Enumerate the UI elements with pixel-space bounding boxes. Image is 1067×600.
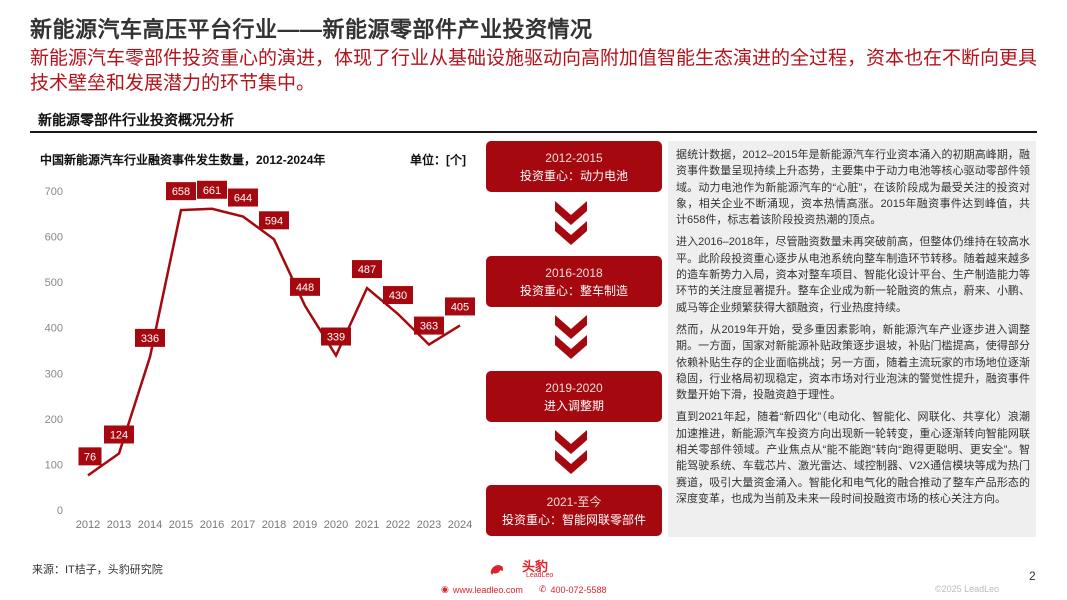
stage-focus: 投资重心：智能网联零部件 <box>501 512 646 527</box>
data-label-text: 124 <box>110 429 128 441</box>
section-heading: 新能源零部件行业投资概况分析 <box>38 112 234 128</box>
page-title: 新能源汽车高压平台行业——新能源零部件产业投资情况 <box>30 17 593 42</box>
x-tick-label: 2021 <box>355 519 379 531</box>
description-paragraph: 据统计数据，2012–2015年是新能源汽车行业资本涌入的初期高峰期，融资事件数… <box>676 149 1030 227</box>
y-tick-label: 100 <box>45 459 63 471</box>
stage-focus: 进入调整期 <box>543 398 604 413</box>
y-tick-label: 600 <box>45 232 63 244</box>
x-tick-label: 2013 <box>107 519 131 531</box>
data-label-box <box>259 211 289 230</box>
section-divider <box>30 131 1037 133</box>
data-label-text: 644 <box>234 193 252 205</box>
website-link[interactable]: www.leadleo.com <box>452 584 523 595</box>
data-label: 661 <box>197 180 227 199</box>
data-label-text: 76 <box>84 451 96 463</box>
data-label: 336 <box>135 328 165 347</box>
page-subtitle: 新能源汽车零部件投资重心的演进，体现了行业从基础设施驱动向高附加值智能生态演进的… <box>30 48 1038 94</box>
data-label-text: 448 <box>296 282 314 294</box>
description-paragraph: 然而，从2019年开始，受多重因素影响，新能源汽车产业逐步进入调整期。一方面，国… <box>676 323 1030 402</box>
data-label-text: 430 <box>389 290 407 302</box>
x-tick-label: 2022 <box>386 519 410 531</box>
data-label-text: 339 <box>327 332 345 344</box>
stage-period: 2012-2015 <box>545 150 603 165</box>
series-line <box>87 207 461 477</box>
data-label-text: 661 <box>203 185 221 197</box>
data-label-text: 363 <box>420 321 438 333</box>
data-label-text: 487 <box>358 264 376 276</box>
data-label-box <box>321 327 351 346</box>
data-label-box <box>197 180 227 199</box>
description-paragraph: 进入2016–2018年，尽管融资数量未再突破前高，但整体仍维持在较高水平。此阶… <box>676 236 1030 314</box>
chart-unit: 单位：[个] <box>410 153 466 167</box>
stage-box-3: 2019-2020 进入调整期 <box>486 371 662 422</box>
data-label-box <box>383 286 413 305</box>
contact-info: ◉ www.leadleo.com ✆ 400-072-5588 <box>441 584 607 595</box>
y-tick-label: 200 <box>45 414 63 426</box>
stage-focus: 投资重心：整车制造 <box>519 283 628 298</box>
stage-box-1: 2012-2015 投资重心：动力电池 <box>486 141 662 192</box>
data-label-box <box>166 182 196 201</box>
data-label: 76 <box>78 447 102 466</box>
data-label: 658 <box>166 182 196 201</box>
logo-subtext: LeadLeo <box>526 572 554 579</box>
chart-title: 中国新能源汽车行业融资事件发生数量，2012-2024年 <box>40 153 326 167</box>
chevron-down-icon <box>555 315 587 359</box>
y-tick-label: 0 <box>57 505 63 517</box>
data-label: 405 <box>445 297 475 316</box>
description-paragraph: 直到2021年起，随着“新四化”（电动化、智能化、网联化、共享化）浪潮加速推进，… <box>676 411 1030 505</box>
chevron-down-icon <box>555 430 587 474</box>
x-tick-label: 2012 <box>76 519 100 531</box>
y-tick-label: 700 <box>45 186 63 198</box>
financing-line-chart: 0 100 200 300 400 500 600 700 2012 2013 2014 2015 2… <box>45 180 475 531</box>
stage-box-2: 2016-2018 投资重心：整车制造 <box>486 256 662 307</box>
phone-number: 400-072-5588 <box>550 584 607 595</box>
stage-period: 2016-2018 <box>545 265 603 280</box>
chevron-down-icon <box>555 201 587 245</box>
data-label: 124 <box>104 425 134 444</box>
leopard-logo-icon <box>490 565 503 576</box>
data-label-box <box>104 425 134 444</box>
logo-text: 头豹 <box>522 559 549 574</box>
y-tick-label: 300 <box>45 368 63 380</box>
copyright: ©2025 LeadLeo <box>935 584 1000 594</box>
data-label-box <box>78 447 102 466</box>
x-tick-label: 2023 <box>417 519 441 531</box>
data-label-text: 336 <box>141 333 159 345</box>
stage-focus: 投资重心：动力电池 <box>519 168 628 183</box>
x-tick-label: 2014 <box>138 519 162 531</box>
x-tick-label: 2024 <box>448 519 472 531</box>
description-panel: 据统计数据，2012–2015年是新能源汽车行业资本涌入的初期高峰期，融资事件数… <box>668 141 1036 537</box>
data-label-box <box>445 297 475 316</box>
x-tick-label: 2019 <box>293 519 317 531</box>
data-label-box <box>228 188 258 207</box>
data-label: 594 <box>259 211 289 230</box>
x-tick-label: 2017 <box>231 519 255 531</box>
data-label: 644 <box>228 188 258 207</box>
globe-icon: ◉ <box>441 584 449 594</box>
data-label: 448 <box>290 277 320 296</box>
x-tick-label: 2020 <box>324 519 348 531</box>
data-label: 430 <box>383 286 413 305</box>
data-label: 339 <box>321 327 351 346</box>
data-label-text: 405 <box>451 301 469 313</box>
data-label-box <box>290 277 320 296</box>
data-label-text: 594 <box>265 215 283 227</box>
x-tick-label: 2018 <box>262 519 286 531</box>
stage-period: 2021-至今 <box>546 494 602 509</box>
stage-period: 2019-2020 <box>545 380 603 395</box>
data-label-text: 658 <box>172 186 190 198</box>
data-label: 363 <box>414 316 444 335</box>
y-tick-label: 500 <box>45 277 63 289</box>
source-note: 来源：IT桔子，头豹研究院 <box>32 564 163 576</box>
page-number: 2 <box>1029 569 1036 583</box>
x-tick-label: 2016 <box>200 519 224 531</box>
phone-icon: ✆ <box>538 584 547 594</box>
x-tick-label: 2015 <box>169 519 193 531</box>
data-label-box <box>414 316 444 335</box>
data-label-box <box>135 328 165 347</box>
data-label: 487 <box>352 260 382 279</box>
data-label-box <box>352 260 382 279</box>
stage-box-4: 2021-至今 投资重心：智能网联零部件 <box>486 485 662 536</box>
y-tick-label: 400 <box>45 323 63 335</box>
